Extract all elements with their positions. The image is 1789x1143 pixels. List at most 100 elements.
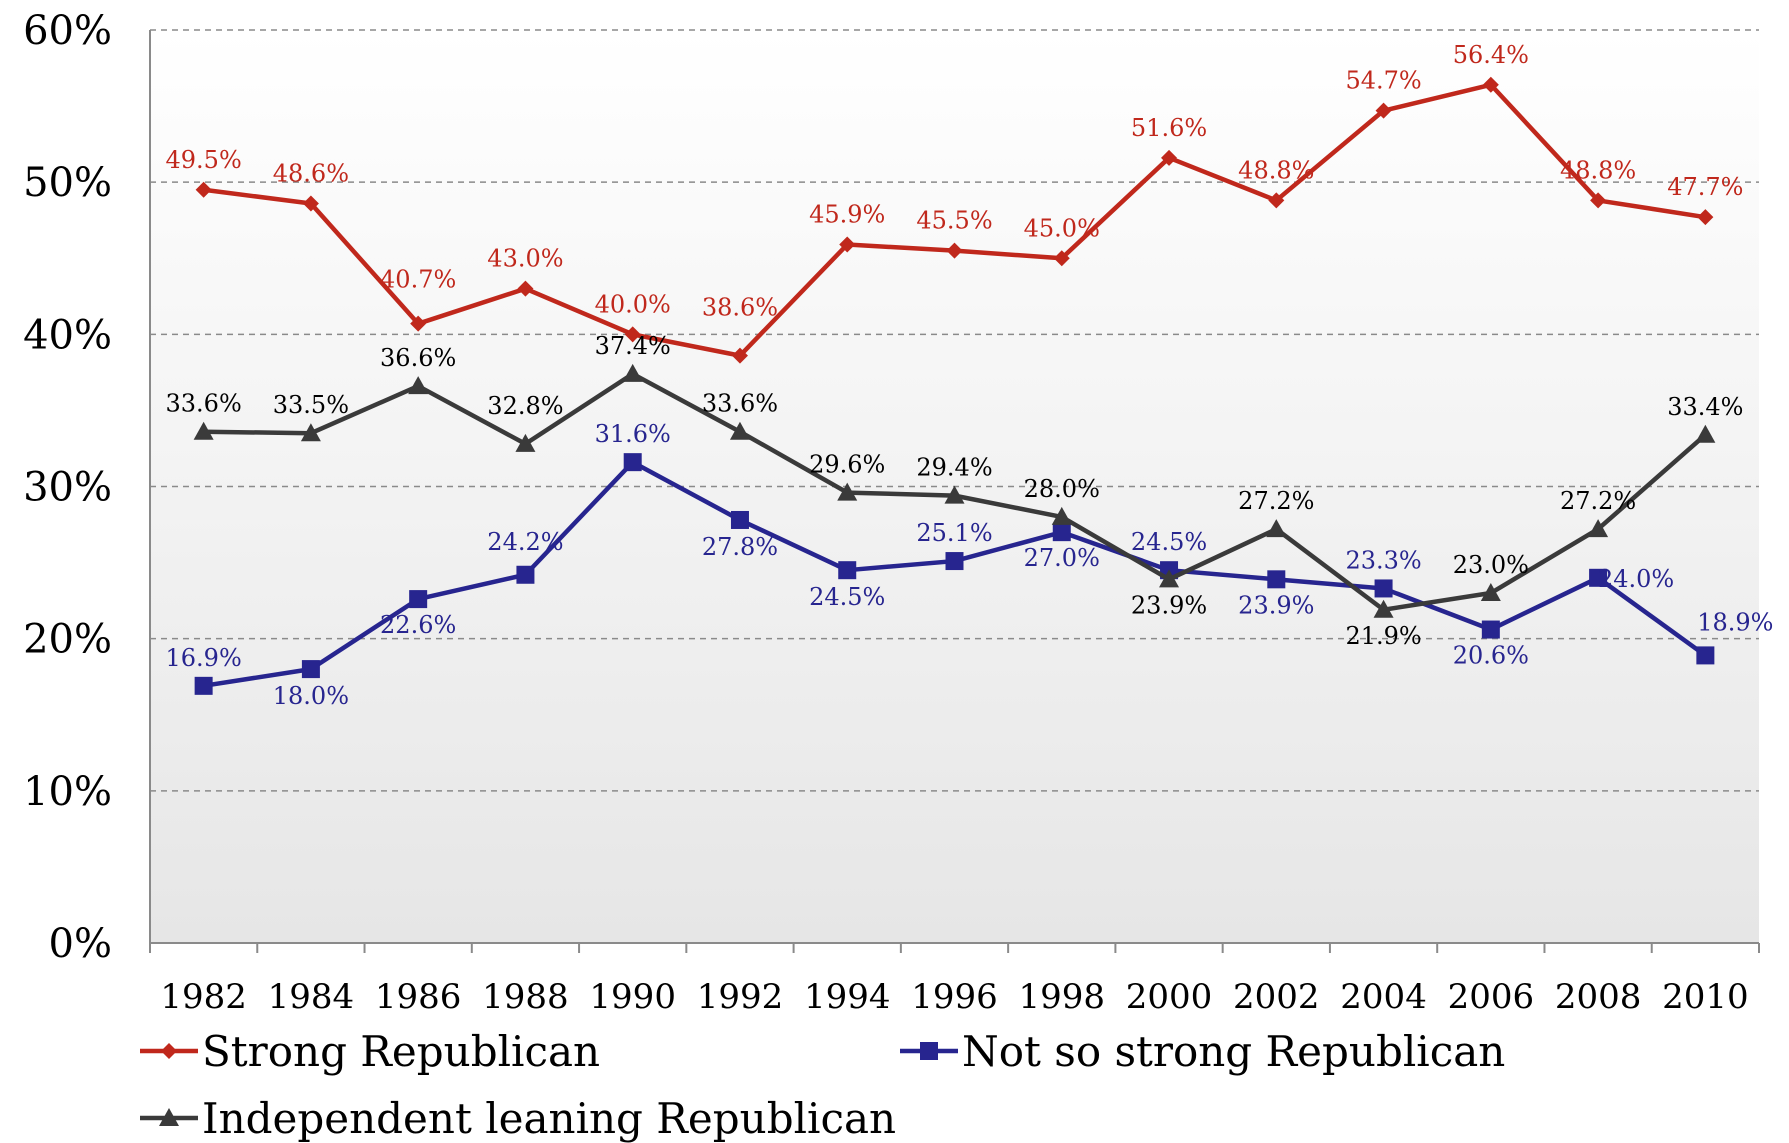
legend-item: Independent leaning Republican (140, 1094, 896, 1143)
data-point (731, 347, 748, 364)
data-label: 16.9% (166, 644, 242, 672)
data-label: 40.0% (595, 290, 671, 318)
y-tick-label: 10% (23, 769, 112, 815)
data-point (946, 242, 963, 259)
data-point (1480, 583, 1501, 602)
data-label: 29.4% (916, 454, 992, 482)
data-label: 27.8% (702, 533, 778, 561)
data-label: 18.0% (273, 682, 349, 710)
data-point (1695, 424, 1716, 443)
data-label: 40.7% (380, 266, 456, 294)
data-label: 47.7% (1667, 173, 1743, 201)
data-point (624, 326, 641, 343)
data-point (1268, 192, 1285, 209)
data-point (409, 590, 428, 609)
data-point (194, 676, 213, 695)
data-point (300, 423, 321, 442)
data-label: 25.1% (916, 519, 992, 547)
legend-item: Strong Republican (140, 1027, 600, 1076)
legend-label: Not so strong Republican (962, 1027, 1505, 1076)
y-tick-label: 20% (23, 617, 112, 663)
data-point (195, 181, 212, 198)
data-point (408, 376, 429, 395)
data-label: 37.4% (595, 332, 671, 360)
series-independent-leaning-republican: 33.6% 33.5% 36.6% 32.8% 37.4% 33.6% 29.6% 29.4%… (166, 332, 1744, 650)
x-tick-label: 1992 (697, 977, 784, 1017)
legend-label: Strong Republican (202, 1027, 600, 1076)
data-point (944, 485, 965, 504)
data-label: 22.6% (380, 611, 456, 639)
data-point (1053, 250, 1070, 267)
data-label: 24.2% (487, 528, 563, 556)
data-point (1051, 506, 1072, 525)
data-point (1159, 569, 1180, 588)
data-point (837, 482, 858, 501)
x-tick-label: 2004 (1340, 977, 1427, 1017)
data-label: 33.5% (273, 391, 349, 419)
y-tick-label: 50% (23, 160, 112, 206)
data-label: 23.9% (1131, 591, 1207, 619)
x-tick-label: 1998 (1019, 977, 1106, 1017)
data-point (1696, 646, 1715, 665)
data-point (622, 363, 643, 382)
y-tick-label: 60% (23, 8, 112, 54)
data-label: 23.0% (1453, 551, 1529, 579)
data-label: 27.2% (1238, 487, 1314, 515)
legend-label: Independent leaning Republican (202, 1094, 896, 1143)
data-point (729, 421, 750, 440)
data-point (1373, 599, 1394, 618)
legend-marker (920, 1042, 938, 1060)
data-label: 48.6% (273, 159, 349, 187)
data-label: 33.6% (702, 390, 778, 418)
y-tick-label: 40% (23, 312, 112, 358)
x-tick-label: 1990 (589, 977, 676, 1017)
x-tick-label: 2006 (1448, 977, 1535, 1017)
data-point (730, 510, 749, 529)
data-point (193, 421, 214, 440)
x-tick-label: 1984 (268, 977, 355, 1017)
axes (149, 30, 1760, 953)
data-point (1375, 102, 1392, 119)
data-point (945, 552, 964, 571)
x-tick-label: 1996 (911, 977, 998, 1017)
series-not-so-strong-republican: 16.9% 18.0% 22.6% 24.2% 31.6% 27.8% 24.5% 25.1%… (166, 420, 1774, 710)
legend-marker (159, 1108, 179, 1126)
data-label: 24.5% (809, 583, 885, 611)
data-point (1052, 523, 1071, 542)
data-label: 23.3% (1345, 546, 1421, 574)
data-point (1588, 519, 1609, 538)
data-point (410, 315, 427, 332)
series-strong-republican: 49.5% 48.6% 40.7% 43.0% 40.0% 38.6% 45.9% 45.5%… (166, 41, 1743, 364)
y-tick-label: 0% (49, 921, 112, 967)
data-label: 45.5% (916, 207, 992, 235)
y-tick-label: 30% (23, 465, 112, 511)
x-tick-label: 1988 (482, 977, 569, 1017)
gridlines (150, 29, 1759, 792)
data-label: 20.6% (1453, 642, 1529, 670)
x-tick-label: 2010 (1662, 977, 1749, 1017)
data-point (515, 433, 536, 452)
data-point (302, 195, 319, 212)
x-tick-label: 2002 (1233, 977, 1320, 1017)
data-label: 51.6% (1131, 114, 1207, 142)
data-label: 21.9% (1345, 622, 1421, 650)
data-label: 27.0% (1024, 544, 1100, 572)
y-axis-tick-labels: 0% 10% 20% 30% 40% 50% 60% (23, 8, 112, 967)
data-label: 38.6% (702, 294, 778, 322)
data-point (517, 280, 534, 297)
x-tick-label: 1994 (804, 977, 891, 1017)
data-point (839, 236, 856, 253)
data-label: 33.6% (166, 390, 242, 418)
data-point (1589, 568, 1608, 587)
data-point (516, 565, 535, 584)
data-label: 48.8% (1560, 156, 1636, 184)
data-label: 56.4% (1453, 41, 1529, 69)
data-label: 31.6% (595, 420, 671, 448)
data-point (1482, 76, 1499, 93)
data-point (1374, 579, 1393, 598)
data-label: 29.6% (809, 451, 885, 479)
data-point (1697, 209, 1714, 226)
data-label: 24.0% (1598, 565, 1674, 593)
data-point (623, 453, 642, 472)
